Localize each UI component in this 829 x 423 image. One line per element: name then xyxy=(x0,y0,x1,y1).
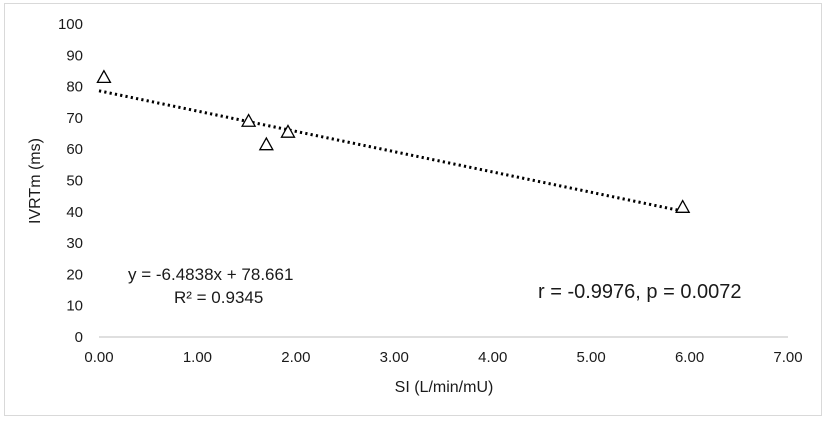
data-point-triangle xyxy=(280,124,296,138)
data-point-triangle xyxy=(675,199,691,213)
y-tick-label: 70 xyxy=(66,110,83,127)
data-points xyxy=(96,69,691,213)
data-point-triangle xyxy=(96,69,112,84)
x-tick-label: 6.00 xyxy=(675,349,704,366)
y-tick-label: 90 xyxy=(66,47,83,64)
data-point-triangle xyxy=(258,136,274,151)
x-axis-ticks: 0.00 1.00 2.00 3.00 4.00 5.00 6.00 7.00 xyxy=(84,349,802,366)
y-tick-label: 50 xyxy=(66,173,83,190)
y-tick-label: 100 xyxy=(58,16,83,33)
trendline-equation: y = -6.4838x + 78.661 xyxy=(128,265,293,284)
data-point-triangle xyxy=(241,113,257,127)
y-axis-title: IVRTm (ms) xyxy=(27,138,44,224)
y-tick-label: 10 xyxy=(66,298,83,315)
y-tick-label: 30 xyxy=(66,235,83,252)
correlation-label: r = -0.9976, p = 0.0072 xyxy=(538,281,742,303)
y-tick-label: 20 xyxy=(66,266,83,283)
trendline xyxy=(98,89,683,213)
x-tick-label: 2.00 xyxy=(281,349,310,366)
y-tick-label: 80 xyxy=(66,79,83,96)
r-squared-label: R² = 0.9345 xyxy=(174,288,263,307)
x-tick-label: 1.00 xyxy=(183,349,212,366)
y-tick-label: 40 xyxy=(66,204,83,221)
x-axis-title: SI (L/min/mU) xyxy=(395,379,494,396)
x-tick-label: 0.00 xyxy=(84,349,113,366)
x-tick-label: 3.00 xyxy=(380,349,409,366)
y-tick-label: 60 xyxy=(66,141,83,158)
x-tick-label: 4.00 xyxy=(478,349,507,366)
x-tick-label: 7.00 xyxy=(773,349,802,366)
y-tick-label: 0 xyxy=(75,329,83,346)
y-axis-ticks: 0 10 20 30 40 50 60 70 80 90 100 xyxy=(58,16,83,346)
x-tick-label: 5.00 xyxy=(577,349,606,366)
